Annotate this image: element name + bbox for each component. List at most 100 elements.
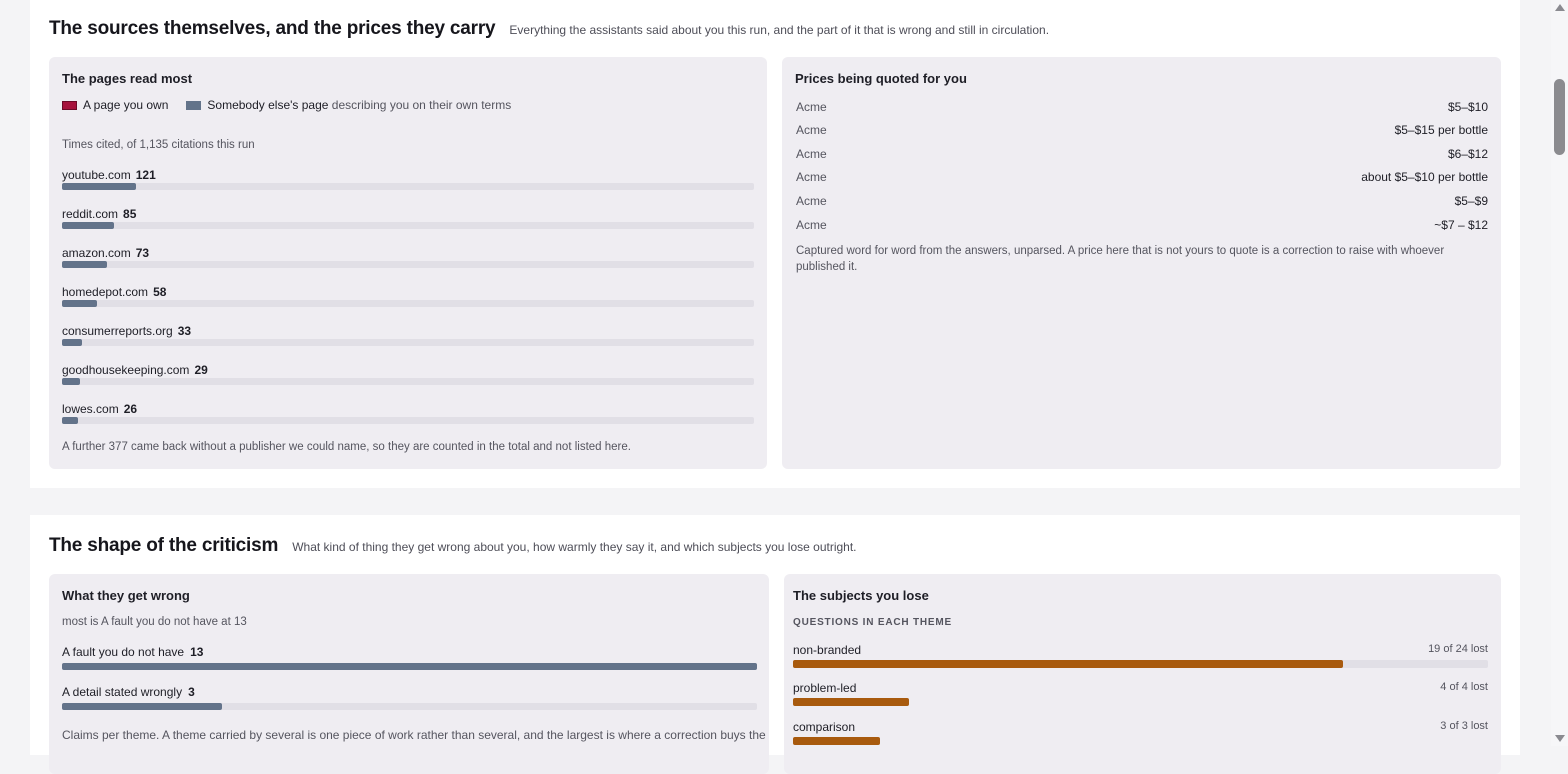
subjects-card-title: The subjects you lose <box>793 588 929 603</box>
price-company: Acme <box>796 194 827 208</box>
wrong-card-title: What they get wrong <box>62 588 190 603</box>
theme-count: 4 of 4 lost <box>1440 681 1488 693</box>
sources-section-subtitle: Everything the assistants said about you… <box>509 23 1050 37</box>
site-count: 33 <box>177 324 192 338</box>
theme-row: comparison 3 of 3 lost <box>793 720 1488 754</box>
site-bar-track <box>62 261 754 268</box>
site-bar <box>62 183 136 190</box>
theme-bar-track <box>793 737 1488 745</box>
pages-card-title: The pages read most <box>62 71 193 86</box>
site-bar-track <box>62 339 754 346</box>
price-row: Acme $5–$10 <box>796 100 1488 120</box>
price-row: Acme ~$7 – $12 <box>796 218 1488 238</box>
price-company: Acme <box>796 170 827 184</box>
site-name: goodhousekeeping.com <box>62 363 190 377</box>
claim-label: A detail stated wrongly <box>62 685 183 699</box>
legend-other-description: describing you on their own terms <box>328 98 512 112</box>
theme-bar <box>793 737 880 745</box>
scroll-down-arrow-icon[interactable] <box>1555 735 1565 742</box>
site-bar <box>62 300 98 307</box>
site-row: reddit.com 85 <box>62 207 754 246</box>
site-count: 26 <box>123 402 138 416</box>
claim-row: A detail stated wrongly 3 <box>62 685 757 715</box>
claim-count: 13 <box>190 645 204 659</box>
price-value: $5–$15 per bottle <box>1394 123 1488 137</box>
claim-label: A fault you do not have <box>62 645 185 659</box>
price-row: Acme $5–$15 per bottle <box>796 123 1488 143</box>
claim-count: 3 <box>188 685 195 699</box>
site-count: 85 <box>123 207 137 221</box>
site-count: 29 <box>194 363 208 377</box>
price-value: $5–$10 <box>1447 100 1488 114</box>
site-bar-track <box>62 183 754 190</box>
other-page-swatch <box>186 100 202 110</box>
site-row: amazon.com 73 <box>62 246 754 285</box>
legend-own-label: A page you own <box>83 98 169 112</box>
price-row: Acme about $5–$10 per bottle <box>796 170 1488 190</box>
what-they-get-wrong-card: What they get wrong most is A fault you … <box>49 574 769 774</box>
theme-bar-track <box>793 698 1488 706</box>
page-scrollbar[interactable] <box>1551 0 1568 746</box>
pages-footer: A further 377 came back without a publis… <box>62 441 631 453</box>
price-company: Acme <box>796 218 827 232</box>
price-row: Acme $6–$12 <box>796 147 1488 167</box>
site-count: 121 <box>135 168 156 182</box>
scroll-up-arrow-icon[interactable] <box>1555 4 1565 11</box>
site-bar <box>62 378 80 385</box>
price-company: Acme <box>796 123 827 137</box>
theme-bar <box>793 698 909 706</box>
legend-other-label: Somebody else's page <box>207 98 329 112</box>
theme-count: 19 of 24 lost <box>1428 643 1488 655</box>
site-row: homedepot.com 58 <box>62 285 754 324</box>
sources-section: The sources themselves, and the prices t… <box>30 0 1520 488</box>
subjects-you-lose-card: The subjects you lose QUESTIONS IN EACH … <box>784 574 1501 774</box>
claim-bar <box>62 663 757 670</box>
site-bar-track <box>62 222 754 229</box>
price-value: $6–$12 <box>1447 147 1488 161</box>
price-value: $5–$9 <box>1454 194 1488 208</box>
site-name: consumerreports.org <box>62 324 173 338</box>
theme-label: non-branded <box>793 643 862 657</box>
pages-legend: A page you own Somebody else's page desc… <box>62 98 511 112</box>
theme-label: comparison <box>793 720 856 734</box>
claim-bar-track <box>62 703 757 710</box>
criticism-section: The shape of the criticism What kind of … <box>30 515 1520 774</box>
scrollbar-thumb[interactable] <box>1554 79 1565 155</box>
theme-count: 3 of 3 lost <box>1440 720 1488 732</box>
themes-caps-label: QUESTIONS IN EACH THEME <box>793 617 952 628</box>
site-bar-track <box>62 417 754 424</box>
claim-bar-track <box>62 663 757 670</box>
prices-card-title: Prices being quoted for you <box>795 71 967 86</box>
criticism-section-subtitle: What kind of thing they get wrong about … <box>292 540 857 554</box>
own-page-swatch <box>62 100 77 110</box>
site-bar-track <box>62 378 754 385</box>
theme-label: problem-led <box>793 681 857 695</box>
site-row: goodhousekeeping.com 29 <box>62 363 754 402</box>
price-company: Acme <box>796 100 827 114</box>
pages-read-most-card: The pages read most A page you own Someb… <box>49 57 767 469</box>
price-value: ~$7 – $12 <box>1434 218 1488 232</box>
criticism-section-header: The shape of the criticism What kind of … <box>49 535 857 557</box>
theme-row: problem-led 4 of 4 lost <box>793 681 1488 715</box>
prices-quoted-card: Prices being quoted for you Acme $5–$10 A… <box>782 57 1501 469</box>
site-name: reddit.com <box>62 207 119 221</box>
site-bar-track <box>62 300 754 307</box>
site-count: 73 <box>135 246 150 260</box>
criticism-section-title: The shape of the criticism <box>49 535 279 556</box>
site-bar <box>62 417 78 424</box>
price-company: Acme <box>796 147 827 161</box>
claim-row: A fault you do not have 13 <box>62 645 757 675</box>
site-row: lowes.com 26 <box>62 402 754 441</box>
theme-bar <box>793 660 1344 668</box>
price-value: about $5–$10 per bottle <box>1361 170 1488 184</box>
prices-note: Captured word for word from the answers,… <box>796 245 1445 273</box>
site-name: homedepot.com <box>62 285 149 299</box>
site-row: consumerreports.org 33 <box>62 324 754 363</box>
site-count: 58 <box>153 285 167 299</box>
site-name: lowes.com <box>62 402 119 416</box>
site-bar <box>62 261 107 268</box>
sources-section-title: The sources themselves, and the prices t… <box>49 18 496 39</box>
pages-caption: Times cited, of 1,135 citations this run <box>62 139 255 151</box>
theme-row: non-branded 19 of 24 lost <box>793 643 1488 677</box>
site-name: youtube.com <box>62 168 131 182</box>
